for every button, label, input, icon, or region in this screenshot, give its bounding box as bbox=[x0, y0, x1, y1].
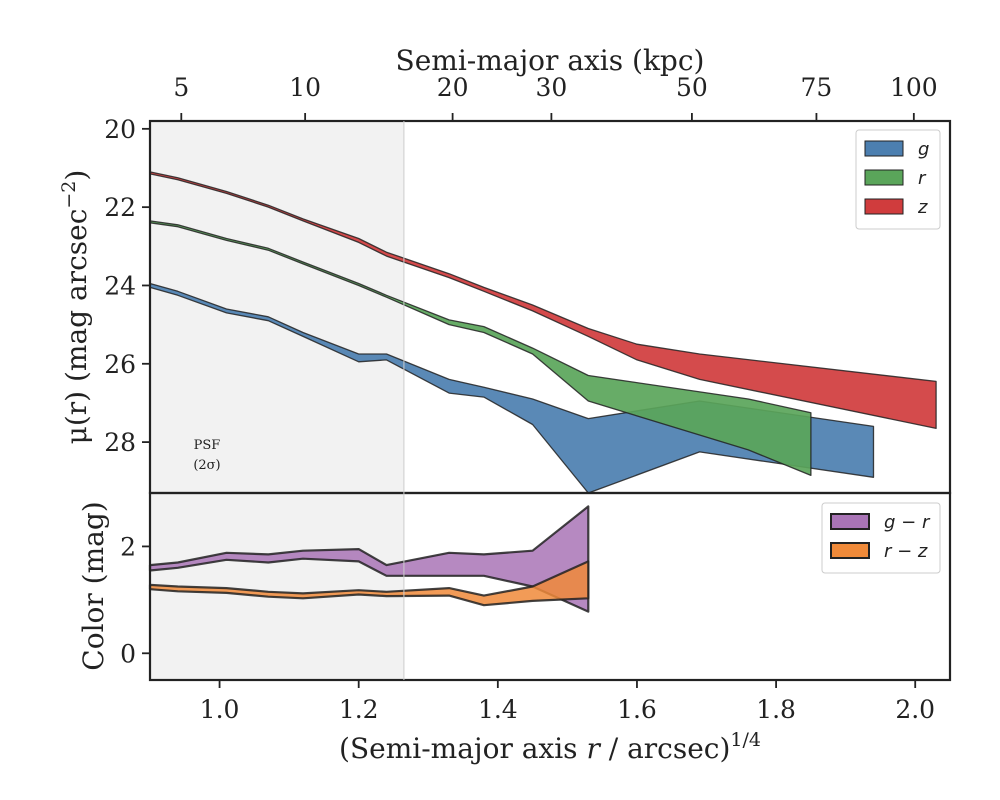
legend-label-g-r: g − r bbox=[884, 512, 931, 533]
legend-bottom: g − r r − z bbox=[821, 502, 941, 574]
x-tick-label: 1.2 bbox=[339, 695, 379, 724]
legend-swatch-g-r bbox=[830, 513, 870, 530]
x-axis-title-rest: / arcsec) bbox=[600, 732, 731, 765]
kpc-tick-label: 50 bbox=[676, 73, 708, 102]
x-axis-title-sup: 1/4 bbox=[730, 729, 761, 751]
bottom-panel-frame bbox=[148, 491, 952, 682]
x-axis-title-main: (Semi-major axis bbox=[339, 732, 586, 765]
legend-swatch-r-z bbox=[830, 542, 870, 559]
legend-label-z: z bbox=[917, 197, 928, 218]
legend-label-r-z: r − z bbox=[884, 541, 928, 562]
surface-brightness-bands bbox=[149, 171, 937, 494]
kpc-tick-label: 30 bbox=[535, 73, 567, 102]
legend-label-g: g bbox=[918, 139, 929, 160]
top-axis-title: Semi-major axis (kpc) bbox=[396, 44, 705, 77]
mu-band-z bbox=[149, 171, 937, 430]
legend-swatch-g bbox=[864, 140, 904, 157]
y-tick-label: 20 bbox=[104, 115, 136, 144]
top-y-axis: 20 22 24 26 28 bbox=[104, 115, 150, 457]
x-tick-label: 1.8 bbox=[756, 695, 796, 724]
psf-shade-top bbox=[150, 121, 404, 493]
color-y-tick-label: 2 bbox=[120, 532, 136, 561]
top-y-axis-title: μ(r) (mag arcsec−2) bbox=[58, 170, 93, 445]
top-y-axis-title-sup: −2 bbox=[58, 181, 80, 209]
bottom-x-axis: 1.0 1.2 1.4 1.6 1.8 2.0 bbox=[200, 680, 935, 724]
kpc-tick-label: 5 bbox=[173, 73, 189, 102]
legend-swatch-r bbox=[864, 169, 904, 186]
y-tick-label: 26 bbox=[104, 350, 136, 379]
kpc-tick-label: 10 bbox=[289, 73, 321, 102]
top-kpc-axis: 5 10 20 30 50 75 100 bbox=[173, 73, 938, 121]
y-tick-label: 28 bbox=[104, 428, 136, 457]
kpc-tick-label: 100 bbox=[890, 73, 938, 102]
mu-band-g bbox=[149, 282, 875, 494]
y-tick-label: 22 bbox=[104, 193, 136, 222]
bottom-y-axis: 02 bbox=[120, 532, 150, 668]
color-y-tick-label: 0 bbox=[120, 639, 136, 668]
x-tick-label: 1.6 bbox=[617, 695, 657, 724]
x-tick-label: 1.4 bbox=[478, 695, 518, 724]
color-band-r-z bbox=[148, 560, 590, 607]
x-tick-label: 1.0 bbox=[200, 695, 240, 724]
color-bands bbox=[148, 505, 590, 613]
kpc-tick-label: 20 bbox=[437, 73, 469, 102]
kpc-tick-label: 75 bbox=[801, 73, 833, 102]
psf-label-line1: PSF bbox=[194, 438, 221, 453]
top-y-axis-title-close: ) bbox=[60, 170, 93, 181]
legend-top: grz bbox=[855, 129, 941, 230]
psf-label-line2: (2σ) bbox=[193, 458, 220, 473]
legend-swatch-z bbox=[864, 198, 904, 215]
bottom-x-axis-title: (Semi-major axis r / arcsec)1/4 bbox=[339, 729, 761, 765]
top-y-axis-title-main: μ(r) (mag arcsec bbox=[60, 209, 93, 445]
legend-label-r: r bbox=[918, 168, 927, 189]
x-tick-label: 2.0 bbox=[895, 695, 935, 724]
color-band-g-r bbox=[148, 505, 590, 613]
mu-band-r bbox=[149, 220, 812, 477]
x-axis-title-var: r bbox=[586, 732, 601, 765]
y-tick-label: 24 bbox=[104, 271, 136, 300]
bottom-y-axis-title: Color (mag) bbox=[77, 501, 110, 670]
